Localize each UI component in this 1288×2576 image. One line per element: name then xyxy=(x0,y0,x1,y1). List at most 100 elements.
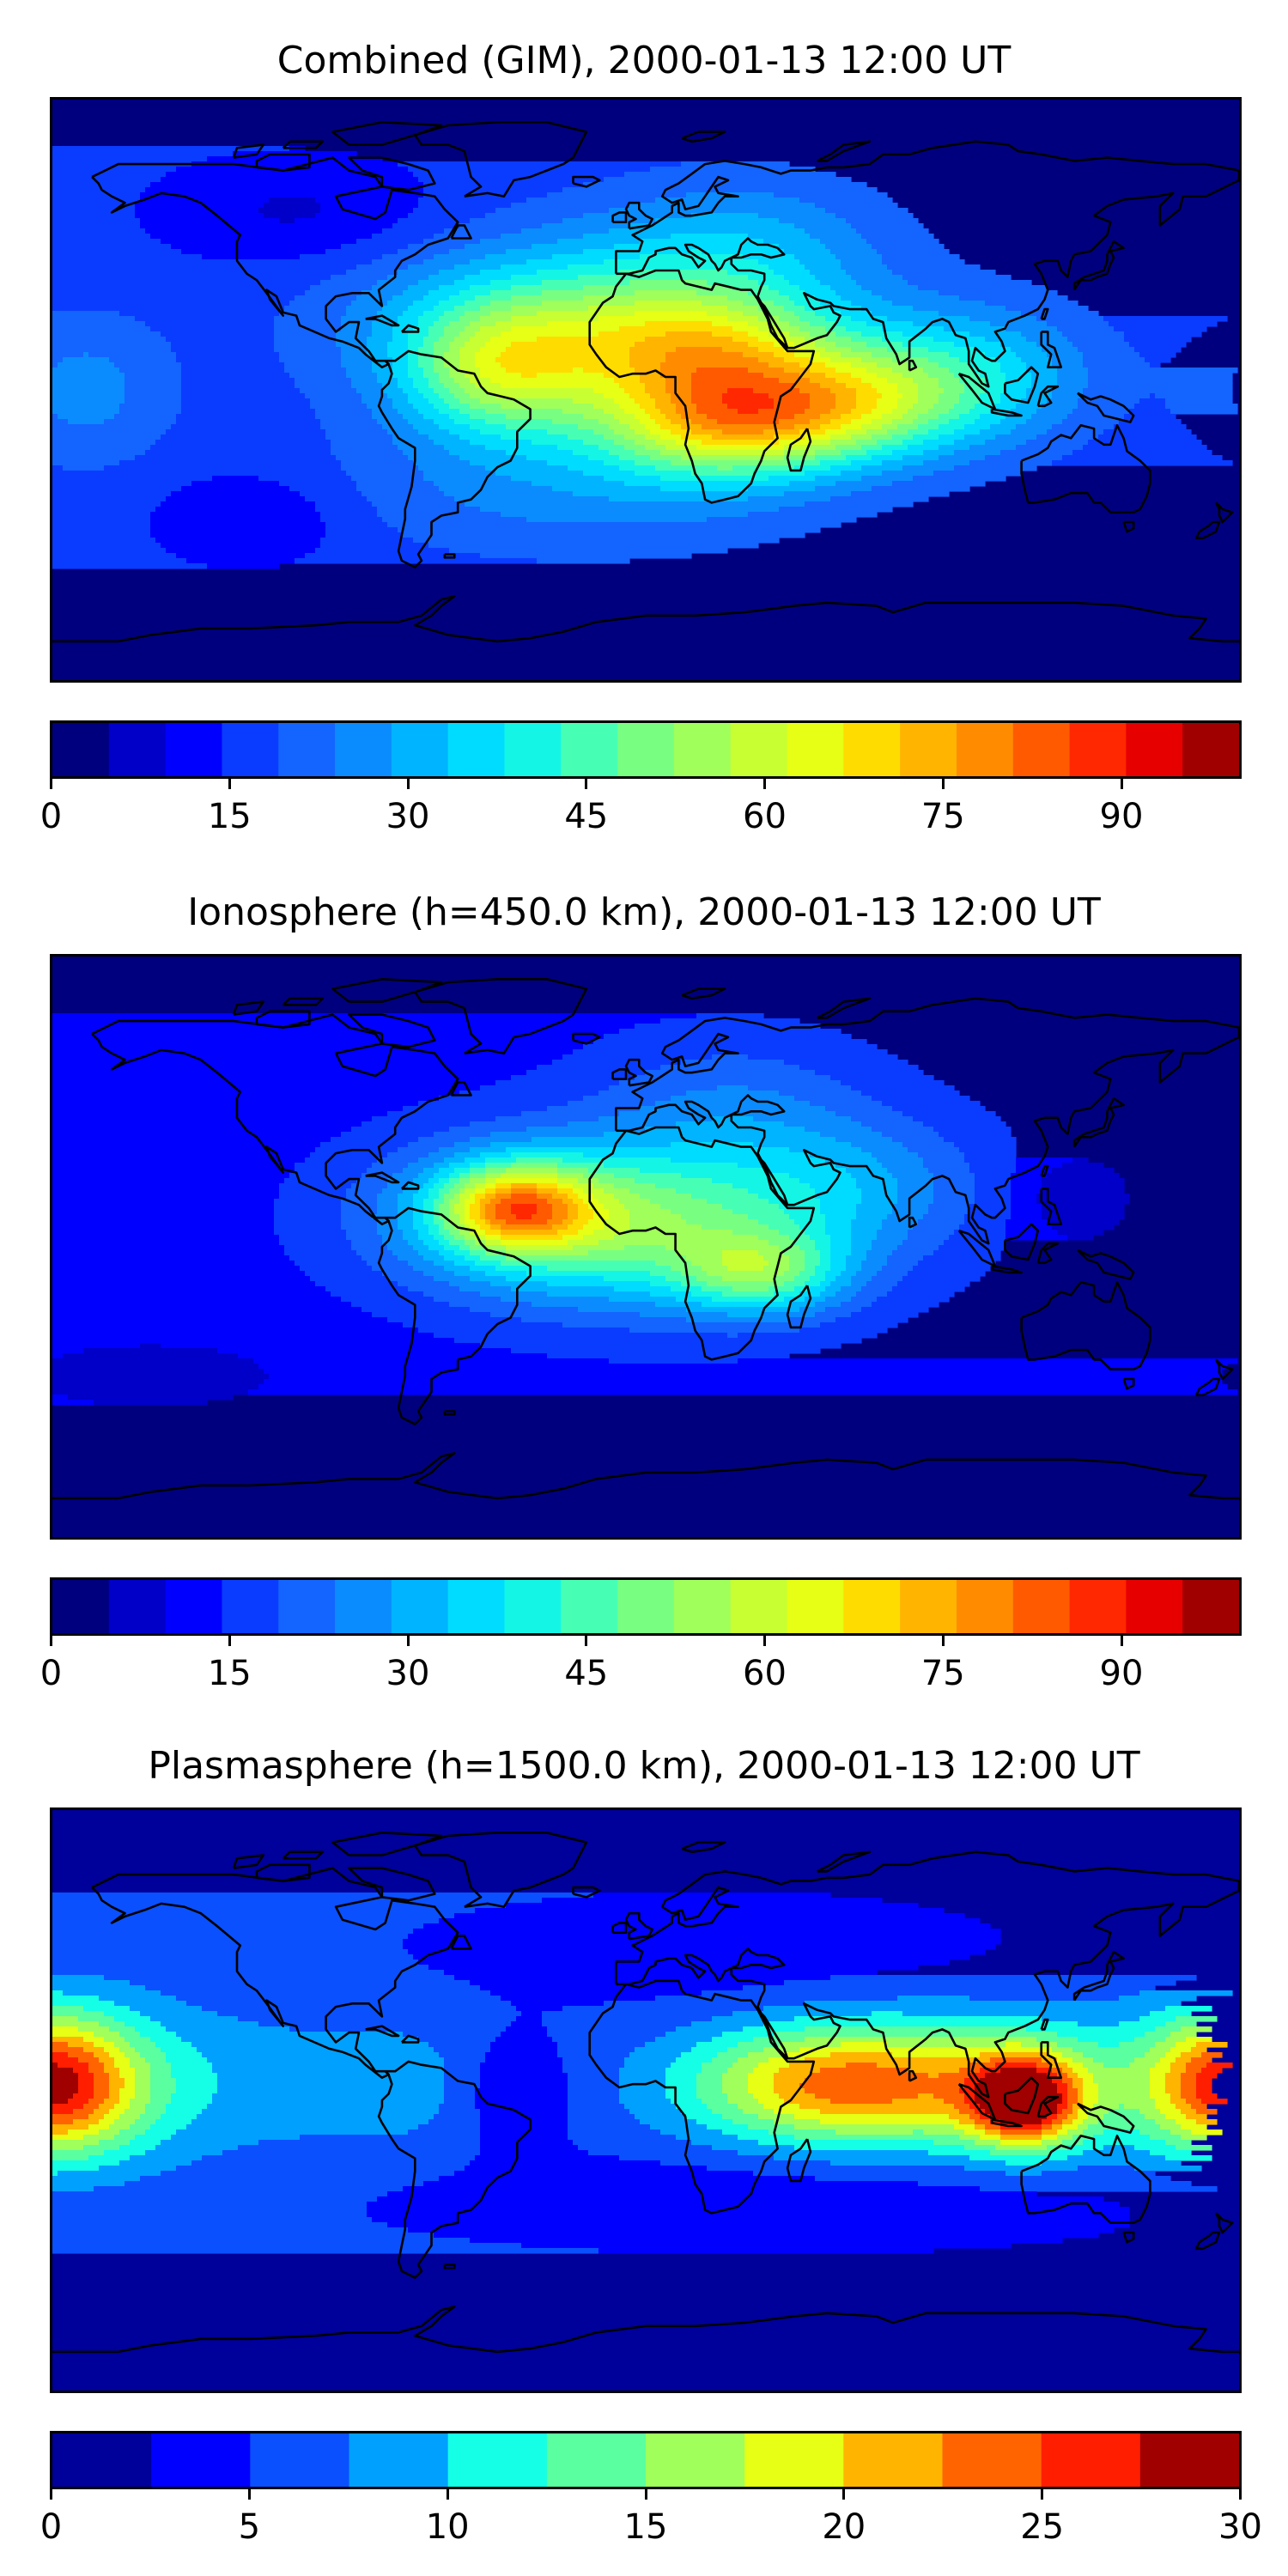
coastline-antarctica xyxy=(52,2306,1239,2354)
colorbar-tick xyxy=(1041,2489,1044,2500)
coastline-new-zealand-south xyxy=(1194,1377,1221,1397)
coastline-ellesmere-island xyxy=(331,978,443,1003)
colorbar-ticks: 0 15 30 45 60 75 90 xyxy=(40,779,1242,835)
colorbar-tick xyxy=(446,2489,449,2500)
colorbar-tick-label: 15 xyxy=(207,1654,252,1693)
map-plot xyxy=(50,954,1242,1540)
coastline-philippines xyxy=(1040,1188,1062,1225)
coastline-madagascar xyxy=(786,2138,812,2183)
map-plot xyxy=(50,1807,1242,2393)
coastline-cuba xyxy=(365,1171,400,1184)
coastline-falklands xyxy=(443,2263,456,2269)
colorbar-tick xyxy=(406,779,410,789)
colorbar-tick-label: 90 xyxy=(1099,1654,1144,1693)
coastline-new-zealand-south xyxy=(1194,520,1221,540)
coastline-newfoundland xyxy=(450,1935,472,1950)
coastlines xyxy=(52,978,1239,1500)
colorbar-swatch xyxy=(617,1580,675,1633)
chart-title: Combined (GIM), 2000-01-13 12:00 UT xyxy=(276,39,1012,82)
coastline-arctic-island-b xyxy=(282,1850,325,1860)
colorbar-tick xyxy=(763,1636,766,1646)
coastline-baffin-island xyxy=(348,1013,436,1048)
coastline-ireland xyxy=(611,1922,628,1934)
coastline-japan xyxy=(1072,1950,1125,2002)
coastline-falklands xyxy=(443,553,456,559)
colorbar-tick xyxy=(1239,2489,1242,2500)
colorbar-svg xyxy=(52,2433,1239,2487)
coastline-iceland xyxy=(572,1032,601,1045)
colorbar-tick xyxy=(585,1636,588,1646)
coastline-svalbard xyxy=(681,1841,726,1854)
colorbar-tick xyxy=(228,1636,231,1646)
coastline-java xyxy=(990,1265,1023,1274)
colorbar-swatch xyxy=(843,2433,944,2487)
coastline-taiwan xyxy=(1040,1164,1049,1177)
coastline-greenland xyxy=(414,1832,588,1908)
colorbar-swatch xyxy=(165,1580,223,1633)
coastline-baffin-island xyxy=(348,156,436,191)
colorbar-swatch xyxy=(1182,1580,1239,1633)
colorbar-swatch xyxy=(561,1580,618,1633)
colorbar xyxy=(50,2431,1242,2489)
coastline-ireland xyxy=(611,211,628,223)
contour-map-svg xyxy=(52,957,1239,1537)
coastline-africa xyxy=(588,1126,816,1361)
colorbar-tick xyxy=(228,779,231,789)
colorbar-swatch xyxy=(52,2433,152,2487)
coastline-eurasia xyxy=(615,997,1239,1245)
coastline-north-america xyxy=(91,1013,459,1225)
colorbar-swatch xyxy=(744,2433,845,2487)
coastline-arctic-island-a xyxy=(232,1854,264,1869)
coastline-south-america xyxy=(377,349,532,568)
coastline-arabia-red-sea xyxy=(756,2008,789,2059)
coastline-philippines xyxy=(1040,331,1062,368)
coastline-victoria-island xyxy=(255,153,311,172)
coastline-arctic-island-a xyxy=(232,1000,264,1016)
colorbar-swatch xyxy=(617,723,675,776)
colorbar-swatch xyxy=(250,2433,350,2487)
coastline-new-zealand-south xyxy=(1194,2231,1221,2251)
colorbar-swatch xyxy=(335,723,392,776)
colorbar-swatch xyxy=(942,2433,1042,2487)
colorbar-swatch xyxy=(956,1580,1014,1633)
colorbar-tick-label: 0 xyxy=(39,1654,63,1693)
coastline-new-guinea xyxy=(1076,392,1135,423)
coastline-arabia-red-sea xyxy=(756,1155,789,1206)
colorbar-tick-label: 90 xyxy=(1099,797,1144,836)
coastline-arabia-red-sea xyxy=(756,298,789,349)
colorbar-tick xyxy=(1120,1636,1123,1646)
colorbar-tick xyxy=(247,2489,251,2500)
coastline-greenland xyxy=(414,121,588,197)
coastline-sri-lanka xyxy=(908,1216,918,1229)
coastline-north-america xyxy=(91,156,459,368)
colorbar-svg xyxy=(52,723,1239,776)
panel-combined: Combined (GIM), 2000-01-13 12:00 UT 0 15 3… xyxy=(0,0,1288,859)
colorbar-tick xyxy=(406,1636,410,1646)
colorbar-tick xyxy=(763,779,766,789)
coastline-madagascar xyxy=(786,1285,812,1329)
coastline-africa xyxy=(588,269,816,504)
colorbar-tick-label: 45 xyxy=(564,797,609,836)
colorbar-swatch xyxy=(108,723,167,776)
coastline-tasmania xyxy=(1122,2231,1135,2244)
colorbar-swatch xyxy=(1126,723,1183,776)
colorbar-tick-label: 30 xyxy=(386,1654,430,1693)
coastline-newfoundland xyxy=(450,224,472,240)
colorbar-swatch xyxy=(447,2433,548,2487)
coastline-sulawesi xyxy=(1036,1242,1060,1265)
coastline-novaya-zemlya xyxy=(817,140,872,162)
coastline-tasmania xyxy=(1122,1377,1135,1390)
colorbar-tick-label: 25 xyxy=(1020,2507,1065,2547)
colorbar-tick-label: 5 xyxy=(238,2507,261,2547)
coastline-australia xyxy=(1020,1281,1151,1370)
coastline-victoria-island xyxy=(255,1010,311,1029)
colorbar-swatch xyxy=(900,1580,957,1633)
coastline-sri-lanka xyxy=(908,359,918,372)
colorbar-swatch xyxy=(1069,723,1127,776)
colorbar xyxy=(50,720,1242,779)
coastline-sulawesi xyxy=(1036,385,1060,408)
contour-fill xyxy=(52,1893,1233,2254)
coastline-eurasia xyxy=(615,140,1239,388)
colorbar-swatch xyxy=(447,1580,506,1633)
contour-map-svg xyxy=(52,1810,1239,2391)
